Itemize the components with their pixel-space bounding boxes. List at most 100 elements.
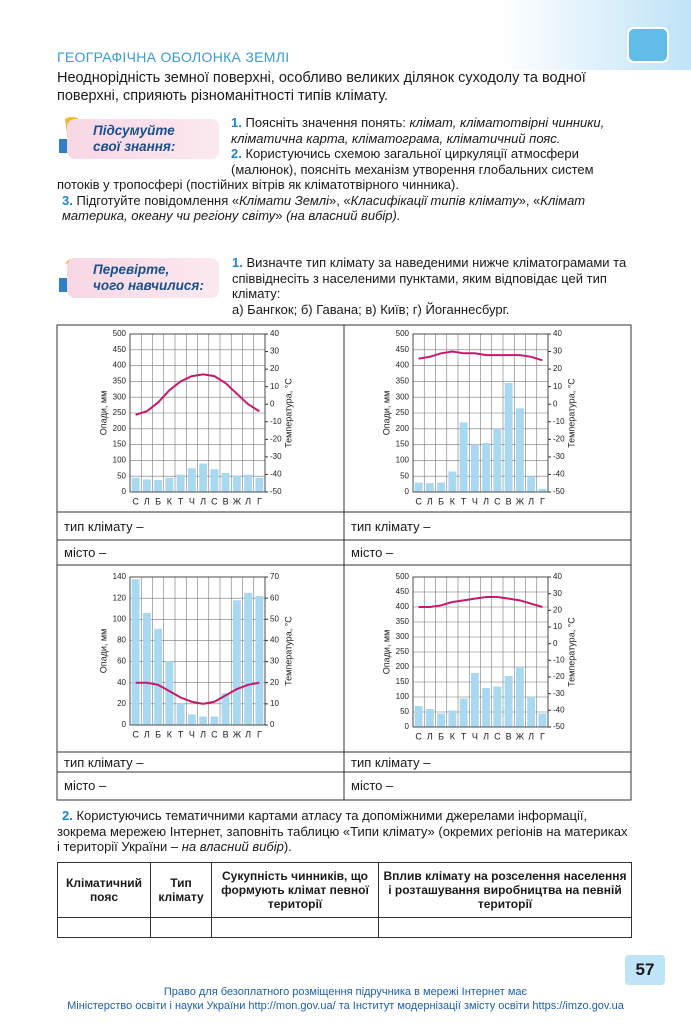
task1: 1. Визначте тип клімату за наведеними ни… [232, 255, 632, 317]
y-tick-label: 400 [113, 361, 127, 370]
temperature-line [135, 681, 260, 705]
y-tick-label: 80 [117, 636, 126, 645]
answer-label: місто – [351, 545, 394, 560]
precipitation-bar [232, 600, 241, 725]
precipitation-bar [527, 476, 536, 492]
y-tick-label: 200 [396, 424, 410, 433]
y2-tick-label: -20 [270, 434, 282, 443]
text-run: Клімат материка, океану чи регіону світу [62, 192, 586, 224]
y2-tick-label: 40 [553, 329, 562, 338]
precipitation-bar [437, 482, 446, 492]
task-text: Користуючись тематичними картами атласу … [57, 808, 627, 854]
x-tick-label: Л [483, 496, 489, 506]
task2: 2. Користуючись тематичними картами атла… [57, 808, 632, 855]
x-tick-label: Б [155, 496, 161, 506]
precipitation-bar [459, 422, 468, 492]
x-tick-label: Г [257, 729, 262, 739]
y-tick-label: 300 [396, 632, 410, 641]
y2-tick-label: 20 [270, 364, 279, 373]
x-tick-label: В [223, 729, 229, 739]
item-number: 2. [231, 146, 242, 161]
y2-tick-label: 30 [270, 347, 279, 356]
y2-tick-label: 50 [270, 614, 279, 623]
precipitation-bar [221, 473, 230, 492]
x-tick-label: С [132, 729, 139, 739]
y-tick-label: 50 [400, 471, 409, 480]
plot-frame [412, 576, 549, 728]
text-run: Користуючись тематичними картами атласу … [57, 808, 628, 854]
table-header: Сукупність чинників, що формують клімат … [211, 862, 379, 918]
y2-tick-label: 30 [553, 589, 562, 598]
precipitation-bar [414, 706, 423, 727]
y2-tick-label: -40 [553, 705, 565, 714]
precipitation-bar [538, 488, 547, 492]
x-tick-label: Г [257, 496, 262, 506]
table-cell [378, 917, 632, 938]
y2-tick-label: -10 [553, 417, 565, 426]
x-tick-label: Ж [233, 496, 242, 506]
text-run: клімат, кліматотвірні чинники, кліматичн… [231, 115, 605, 146]
y-tick-label: 150 [396, 677, 410, 686]
y2-tick-label: -50 [553, 722, 565, 731]
task-options: а) Бангкок; б) Гавана; в) Київ; г) Йоган… [232, 301, 510, 317]
y-tick-label: 60 [117, 657, 126, 666]
precipitation-bar [176, 703, 185, 725]
page-title: ГЕОГРАФІЧНА ОБОЛОНКА ЗЕМЛІ [57, 49, 290, 65]
y2-tick-label: -40 [270, 470, 282, 479]
footer: Право для безоплатного розміщення підруч… [0, 985, 691, 1013]
x-tick-label: Ч [189, 496, 195, 506]
y-tick-label: 150 [113, 440, 127, 449]
precipitation-bar [493, 428, 502, 492]
task-text: Визначте тип клімату за наведеними нижче… [232, 255, 627, 301]
y2-tick-label: 0 [553, 399, 558, 408]
check-label: ? Перевірте,чого навчилися: [57, 254, 225, 316]
y2-axis-label: Температура, °С [283, 616, 293, 686]
table-cell [211, 917, 379, 938]
y2-tick-label: 10 [270, 699, 279, 708]
precipitation-bar [154, 479, 163, 492]
review-block: Підсумуйте свої знання: 1. Поясніть значе… [57, 115, 632, 224]
label-line: свої знання: [93, 139, 176, 154]
answer-label: місто – [64, 778, 107, 793]
y-tick-label: 150 [396, 440, 410, 449]
review-label: Підсумуйте свої знання: [57, 115, 225, 177]
x-tick-label: С [132, 496, 139, 506]
x-tick-label: Л [144, 729, 150, 739]
precipitation-bar [470, 444, 479, 492]
y-tick-label: 400 [396, 361, 410, 370]
y-tick-label: 500 [396, 329, 410, 338]
text-run: » [275, 208, 287, 223]
table-header: Кліматичний пояс [57, 862, 151, 918]
y-tick-label: 300 [396, 392, 410, 401]
x-tick-label: Л [483, 731, 489, 741]
y-tick-label: 200 [396, 662, 410, 671]
task-number: 2. [62, 808, 73, 823]
check-block: ? Перевірте,чого навчилися: [57, 254, 237, 316]
page-number-box [625, 955, 665, 985]
x-tick-label: С [211, 496, 218, 506]
task-number: 1. [232, 255, 243, 270]
x-tick-label: С [494, 496, 501, 506]
y-tick-label: 500 [113, 329, 127, 338]
plot-frame [129, 576, 266, 726]
text-run: », « [518, 192, 541, 208]
y-tick-label: 300 [113, 392, 127, 401]
item-number: 3. [62, 192, 73, 208]
item-number: 1. [231, 115, 242, 130]
x-tick-label: Л [245, 729, 251, 739]
y2-tick-label: -30 [270, 452, 282, 461]
x-tick-label: Т [178, 496, 184, 506]
x-tick-label: Г [540, 731, 545, 741]
y-tick-label: 20 [117, 699, 126, 708]
x-tick-label: Л [200, 496, 206, 506]
y2-tick-label: 20 [553, 605, 562, 614]
precipitation-bar [470, 673, 479, 727]
y-axis-label: Опади, мм [98, 391, 108, 436]
x-tick-label: Б [438, 496, 444, 506]
answer-label: тип клімату – [64, 755, 144, 770]
text-run: Поясніть значення понять: [245, 115, 410, 130]
plot-frame [129, 333, 266, 493]
x-tick-label: Т [461, 496, 467, 506]
y2-tick-label: 10 [553, 382, 562, 391]
